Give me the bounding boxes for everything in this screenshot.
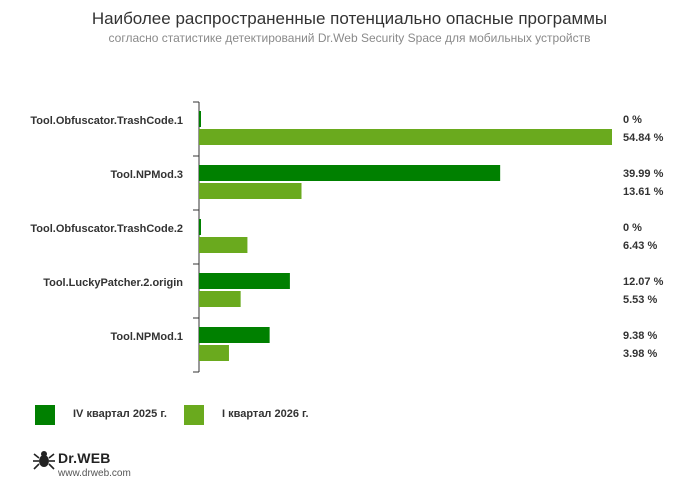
data-label-series-1: 0 % bbox=[623, 114, 642, 126]
data-label-series-2: 5.53 % bbox=[623, 294, 657, 306]
chart-title: Наиболее распространенные потенциально о… bbox=[91, 9, 608, 28]
drweb-logo: Dr.WEB www.drweb.com bbox=[32, 446, 152, 482]
bar-series-2 bbox=[199, 291, 241, 307]
data-label-series-1: 0 % bbox=[623, 222, 642, 234]
data-label-series-1: 39.99 % bbox=[623, 168, 664, 180]
brand-url: www.drweb.com bbox=[58, 468, 131, 479]
bar-series-2 bbox=[199, 129, 612, 145]
bar-series-2 bbox=[199, 237, 248, 253]
legend-swatch-series-2 bbox=[184, 405, 204, 425]
bar-series-1 bbox=[199, 273, 290, 289]
bar-series-2 bbox=[199, 345, 229, 361]
legend-swatch-series-1 bbox=[35, 405, 55, 425]
bar-series-2 bbox=[199, 183, 302, 199]
bar-series-1 bbox=[199, 219, 201, 235]
data-label-series-1: 9.38 % bbox=[623, 330, 657, 342]
chart-subtitle: согласно статистике детектирований Dr.We… bbox=[108, 31, 591, 45]
category-label: Tool.NPMod.1 bbox=[110, 331, 183, 343]
bar-series-1 bbox=[199, 327, 270, 343]
category-label: Tool.NPMod.3 bbox=[110, 169, 183, 181]
data-label-series-2: 3.98 % bbox=[623, 348, 657, 360]
category-label: Tool.LuckyPatcher.2.origin bbox=[43, 277, 183, 289]
spider-logo-icon bbox=[33, 451, 55, 470]
brand-name: Dr.WEB bbox=[58, 450, 111, 466]
data-label-series-2: 6.43 % bbox=[623, 240, 657, 252]
data-label-series-1: 12.07 % bbox=[623, 276, 664, 288]
category-label: Tool.Obfuscator.TrashCode.1 bbox=[30, 115, 183, 127]
bar-series-1 bbox=[199, 165, 501, 181]
legend-label-series-2: I квартал 2026 г. bbox=[222, 408, 309, 420]
data-label-series-2: 13.61 % bbox=[623, 186, 664, 198]
legend-label-series-1: IV квартал 2025 г. bbox=[73, 408, 167, 420]
data-label-series-2: 54.84 % bbox=[623, 132, 664, 144]
category-label: Tool.Obfuscator.TrashCode.2 bbox=[30, 223, 183, 235]
bar-series-1 bbox=[199, 111, 201, 127]
